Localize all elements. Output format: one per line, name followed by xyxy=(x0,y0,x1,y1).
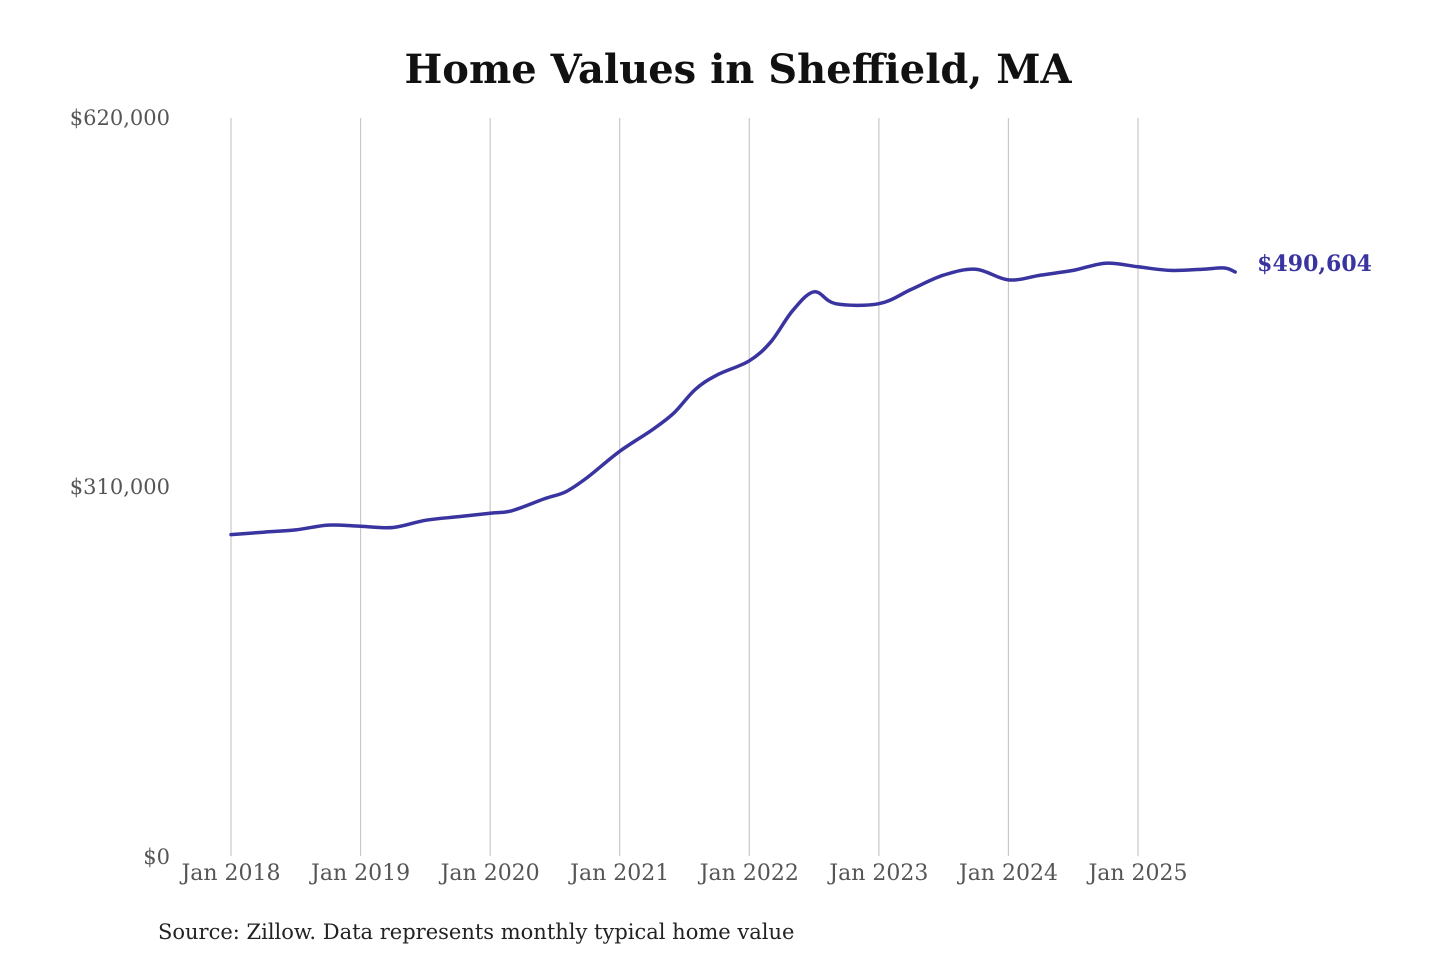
x-tick-label: Jan 2021 xyxy=(568,861,669,886)
grid-lines xyxy=(230,118,1139,856)
x-tick-label: Jan 2022 xyxy=(698,861,799,886)
series-layer: $490,604 xyxy=(229,251,1372,537)
x-tick-label: Jan 2024 xyxy=(957,861,1058,886)
x-tick-label: Jan 2020 xyxy=(439,861,540,886)
x-tick-label: Jan 2018 xyxy=(179,861,280,886)
chart-title: Home Values in Sheffield, MA xyxy=(404,46,1072,93)
y-tick-label: $310,000 xyxy=(70,475,170,499)
x-tick-label: Jan 2025 xyxy=(1086,861,1187,886)
x-tick-label: Jan 2023 xyxy=(827,861,928,886)
y-tick-label: $0 xyxy=(143,845,170,869)
series-line-home-value xyxy=(229,261,1237,537)
x-tick-label: Jan 2019 xyxy=(309,861,410,886)
y-axis-tick-labels: $620,000 $310,000 $0 xyxy=(70,106,170,869)
source-note: Source: Zillow. Data represents monthly … xyxy=(158,920,794,944)
end-value-label: $490,604 xyxy=(1257,251,1372,277)
y-tick-label: $620,000 xyxy=(70,106,170,130)
x-axis-tick-labels: Jan 2018 Jan 2019 Jan 2020 Jan 2021 Jan 2022… xyxy=(179,861,1187,886)
